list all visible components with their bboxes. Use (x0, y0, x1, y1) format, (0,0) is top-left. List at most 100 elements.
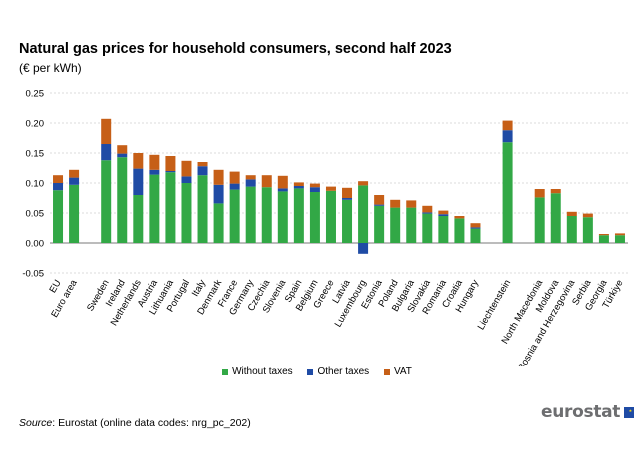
bar-segment (229, 171, 240, 184)
bar-segment (358, 185, 369, 243)
bar-segment (261, 175, 272, 188)
bar-segment (133, 168, 144, 195)
legend-swatch-without-taxes (222, 368, 229, 375)
eurostat-logo: eurostat ★ (541, 402, 634, 422)
bar-segment (582, 213, 593, 218)
bar-segment (293, 188, 304, 243)
bar-segment (53, 175, 64, 183)
bar-segment (197, 162, 208, 167)
bar-segment (374, 205, 385, 243)
bar-segment (374, 204, 385, 206)
bar-segment (534, 189, 545, 198)
y-tick-label: 0.20 (26, 119, 45, 130)
x-tick-label: Liechtenstein (476, 278, 514, 332)
bar-segment (181, 176, 192, 183)
bar-segment (165, 172, 176, 243)
bar-segment (213, 184, 224, 204)
logo-wordmark: eurostat (541, 402, 621, 422)
bar-segment (566, 211, 577, 216)
bar-segment (101, 144, 112, 161)
bar-segment (422, 212, 433, 214)
bar-segment (165, 171, 176, 173)
y-tick-label: 0.25 (26, 89, 45, 100)
bar-segment (309, 187, 320, 192)
bar-segment (53, 190, 64, 243)
bar-segment (133, 153, 144, 169)
bar-segment (293, 186, 304, 189)
chart-subtitle: (€ per kWh) (19, 61, 82, 75)
bar-segment (149, 154, 160, 170)
bar-segment (582, 217, 593, 243)
bar-segment (502, 120, 513, 131)
bar-segment (133, 195, 144, 243)
chart-legend: Without taxes Other taxes VAT (0, 366, 634, 378)
y-tick-label: 0.15 (26, 149, 45, 160)
bar-segment (213, 203, 224, 243)
bar-segment (181, 160, 192, 177)
source-label: Source (19, 417, 53, 429)
bar-segment (502, 142, 513, 243)
bar-segment (293, 182, 304, 186)
bar-segment (342, 199, 353, 243)
bar-segment (454, 218, 465, 243)
bar-segment (197, 166, 208, 176)
bar-segment (598, 234, 609, 236)
bar-segment (245, 175, 256, 180)
bar-segment (358, 181, 369, 186)
bar-segment (53, 183, 64, 191)
bar-segment (149, 169, 160, 175)
legend-item-without-taxes: Without taxes (222, 366, 293, 377)
bar-segment (374, 195, 385, 205)
bar-segment (390, 207, 401, 243)
bar-segment (470, 223, 481, 228)
bar-segment (358, 243, 369, 254)
bar-segment (245, 179, 256, 187)
legend-item-vat: VAT (383, 366, 412, 377)
bar-segment (422, 213, 433, 243)
bar-segment (438, 210, 449, 215)
source-text: : Eurostat (online data codes: nrg_pc_20… (52, 417, 251, 429)
bar-segment (261, 187, 272, 243)
bar-segment (454, 216, 465, 219)
legend-label: Without taxes (232, 366, 293, 377)
source-note: Source: Eurostat (online data codes: nrg… (19, 417, 251, 429)
bar-segment (101, 118, 112, 144)
legend-label: Other taxes (317, 366, 370, 377)
legend-swatch-other-taxes (307, 368, 314, 375)
bar-segment (277, 175, 288, 189)
bar-segment (406, 207, 417, 243)
bar-segment (342, 187, 353, 198)
bar-segment (101, 160, 112, 243)
eu-flag-icon: ★ (624, 406, 634, 418)
bar-segment (438, 216, 449, 243)
bar-segment (438, 214, 449, 216)
bar-segment (534, 197, 545, 243)
bar-segment (550, 189, 561, 194)
bar-segment (598, 235, 609, 243)
bar-segment (69, 169, 80, 178)
bar-segment (117, 157, 128, 243)
bar-segment (165, 156, 176, 171)
bar-segment (470, 227, 481, 229)
bar-segment (325, 190, 336, 243)
bar-segment (566, 216, 577, 243)
bar-segment (149, 174, 160, 243)
bar-segment (213, 169, 224, 185)
chart-title: Natural gas prices for household consume… (19, 41, 452, 57)
bar-segment (181, 183, 192, 243)
bar-segment (309, 192, 320, 243)
bar-segment (470, 228, 481, 243)
bar-segment (197, 175, 208, 243)
bar-segment (245, 186, 256, 243)
bar-segment (277, 188, 288, 192)
bar-segment (229, 189, 240, 243)
y-tick-label: 0.05 (26, 209, 45, 220)
bar-segment (117, 145, 128, 154)
y-tick-label: -0.05 (22, 269, 44, 280)
bar-segment (342, 198, 353, 200)
bar-segment (390, 199, 401, 208)
bar-segment (117, 153, 128, 158)
bar-segment (69, 177, 80, 185)
bar-segment (502, 130, 513, 143)
